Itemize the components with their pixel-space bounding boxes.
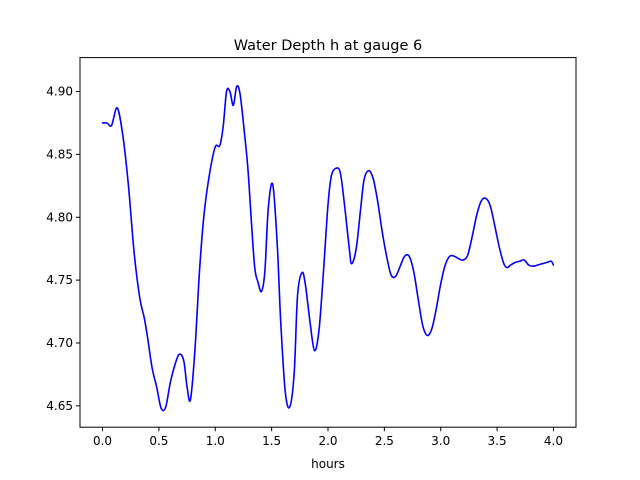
- x-axis: 0.0 0.5 1.0 1.5 2.0 2.5 3.0 3.5 4.0: [93, 427, 563, 448]
- y-tick-label: 4.85: [46, 147, 73, 161]
- x-tick-label: 4.0: [544, 434, 563, 448]
- x-tick-label: 3.0: [431, 434, 450, 448]
- x-tick-label: 0.5: [149, 434, 168, 448]
- plot-frame: [79, 57, 577, 428]
- y-tick-label: 4.75: [46, 273, 73, 287]
- x-tick-label: 3.5: [488, 434, 507, 448]
- y-axis: 4.65 4.70 4.75 4.80 4.85 4.90: [46, 85, 80, 413]
- y-tick-label: 4.80: [46, 210, 73, 224]
- plot-area: [101, 84, 555, 412]
- x-tick-label: 1.0: [206, 434, 225, 448]
- x-axis-label: hours: [311, 457, 345, 471]
- x-tick-label: 0.0: [93, 434, 112, 448]
- y-tick-label: 4.65: [46, 399, 73, 413]
- series-line-0: [101, 84, 555, 412]
- y-tick-label: 4.90: [46, 85, 73, 99]
- chart-title: Water Depth h at gauge 6: [234, 38, 422, 54]
- x-tick-label: 1.5: [262, 434, 281, 448]
- x-tick-label: 2.5: [375, 434, 394, 448]
- x-tick-label: 2.0: [318, 434, 337, 448]
- y-tick-label: 4.70: [46, 336, 73, 350]
